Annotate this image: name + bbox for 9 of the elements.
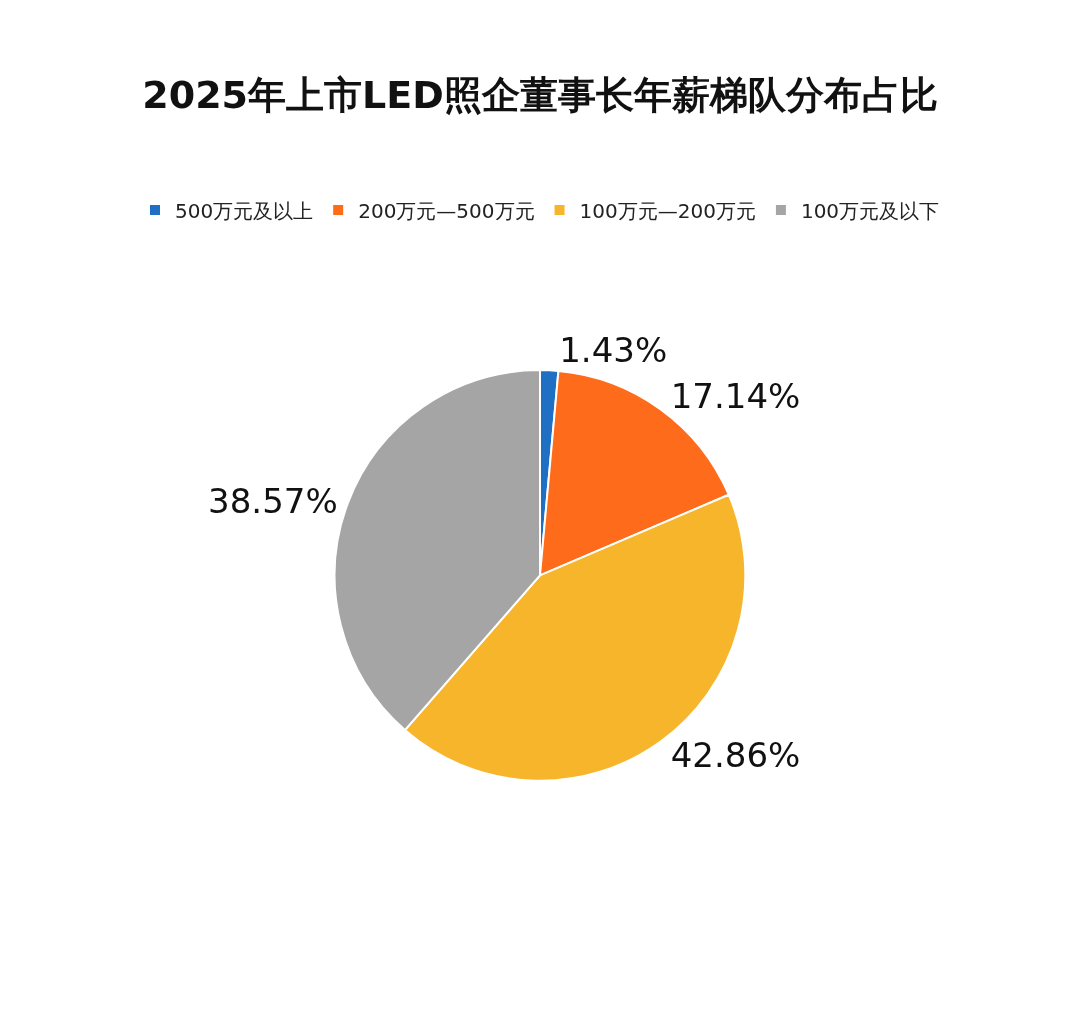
data-label: 17.14% [670,376,801,417]
legend-label: 200万元—500万元 [358,198,535,223]
legend-label: 100万元—200万元 [579,198,756,223]
legend-label: 100万元及以下 [800,198,940,223]
data-label: 1.43% [559,330,668,371]
legend-label: 500万元及以上 [175,198,314,223]
data-label: 42.86% [670,734,801,775]
data-label: 38.57% [208,480,338,521]
chart-title: 2025年上市LED照企董事长年薪梯队分布占比 [142,73,938,118]
